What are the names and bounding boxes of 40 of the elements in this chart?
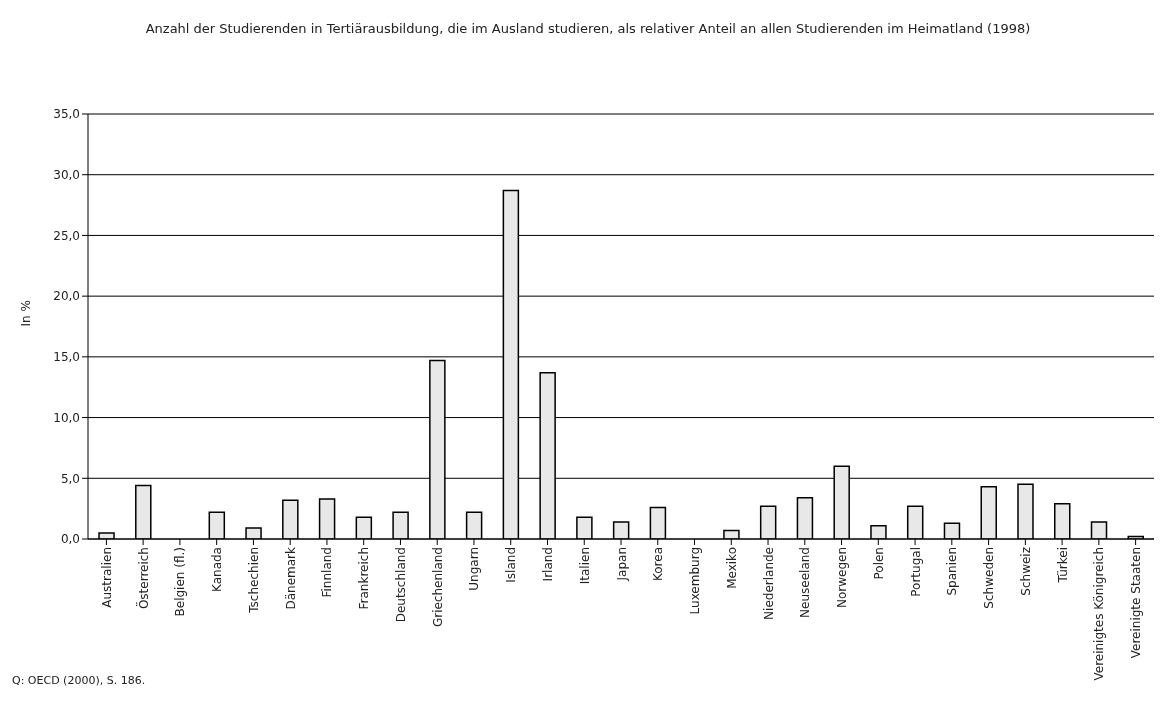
y-tick-label: 20,0 <box>53 289 80 304</box>
x-tick-label: Vereinigtes Königreich <box>1092 547 1107 681</box>
chart-title: Anzahl der Studierenden in Tertiärausbildung, die im Ausland studieren, als relativer Anteil an allen Studierenden im Heimatland (1998) <box>144 20 1032 38</box>
x-tick-label: Norwegen <box>835 547 850 609</box>
x-tick-label: Österreich <box>134 547 151 610</box>
y-axis-title: In % <box>19 300 34 327</box>
x-tick-label: Finnland <box>320 547 335 598</box>
x-tick-label: Island <box>504 547 519 583</box>
x-tick-label: Polen <box>871 547 886 580</box>
x-tick-label: Portugal <box>908 547 923 597</box>
x-tick-label: Luxemburg <box>688 547 703 615</box>
x-tick-label: Frankreich <box>357 547 372 610</box>
x-tick-label: Australien <box>99 547 114 608</box>
y-tick-label: 15,0 <box>53 350 80 365</box>
x-tick-label: Spanien <box>945 547 960 596</box>
x-tick-label: Mexiko <box>724 547 739 589</box>
x-tick-label: Vereinigte Staaten <box>1129 547 1144 659</box>
x-tick-label: Schweden <box>982 547 997 609</box>
y-tick-label: 5,0 <box>60 471 80 486</box>
x-tick-label: Belgien (fl.) <box>173 547 188 617</box>
y-tick-label: 0,0 <box>60 532 80 547</box>
y-tick-label: 10,0 <box>53 410 80 425</box>
x-tick-label: Schweiz <box>1018 547 1033 596</box>
x-tick-label: Kanada <box>210 547 225 592</box>
x-tick-label: Deutschland <box>393 547 408 623</box>
x-tick-label: Irland <box>541 547 555 582</box>
x-tick-label: Griechenland <box>430 547 445 628</box>
x-tick-label: Korea <box>651 547 666 582</box>
x-tick-label: Neuseeland <box>798 547 813 618</box>
x-tick-label: Tschechien <box>246 547 261 614</box>
y-tick-label: 25,0 <box>53 228 80 243</box>
x-tick-label: Niederlande <box>761 547 776 620</box>
text: Q: OECD (2000), S. 186. <box>12 674 146 687</box>
x-tick-label: Dänemark <box>283 546 298 610</box>
y-tick-label: 30,0 <box>53 167 80 182</box>
x-tick-label: Italien <box>577 547 592 585</box>
x-tick-label: Ungarn <box>467 547 482 591</box>
x-tick-label: Japan <box>614 547 629 582</box>
y-tick-label: 35,0 <box>53 107 80 122</box>
x-tick-label: Türkei <box>1055 547 1070 584</box>
